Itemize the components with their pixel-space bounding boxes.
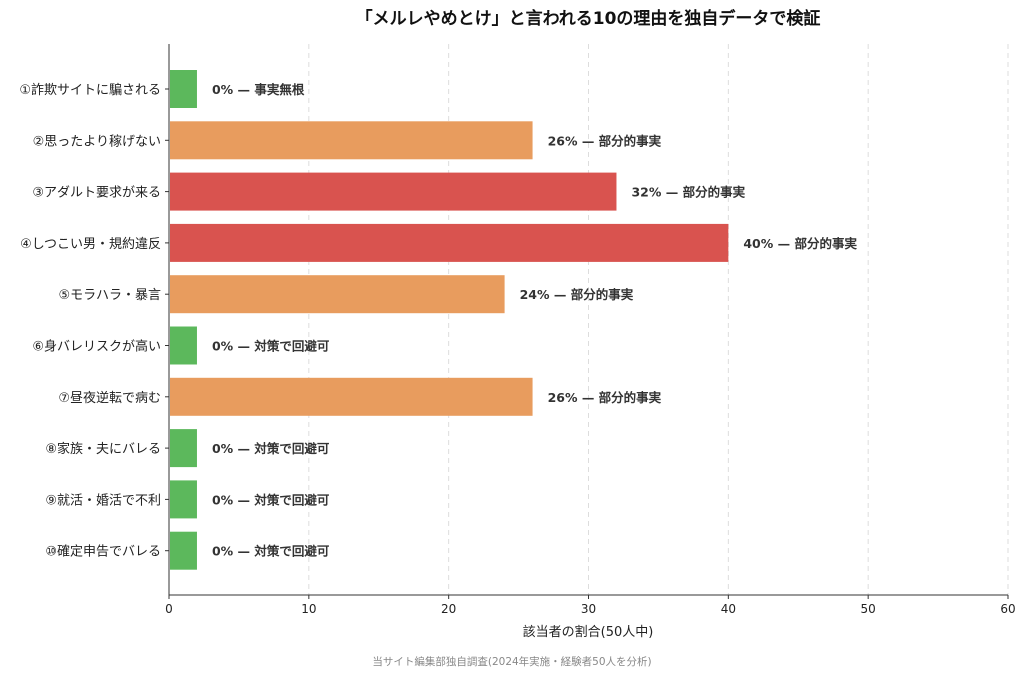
- y-axis-categories: ①詐欺サイトに騙される ②思ったより稼げない ③アダルト要求が来る ④しつこい男・規約…: [19, 82, 169, 560]
- data-label-6: 0% — 対策で回避可: [212, 339, 330, 354]
- category-label-2: ②思ったより稼げない: [33, 134, 161, 149]
- x-tick-label-6: 60: [1000, 602, 1015, 616]
- category-label-9: ⑨就活・婚活で不利: [45, 493, 161, 508]
- x-axis-ticks: 0 10 20 30 40 50 60: [165, 595, 1016, 616]
- x-tick-label-4: 40: [721, 602, 736, 616]
- category-label-8: ⑧家族・夫にバレる: [45, 441, 161, 457]
- data-labels: 0% — 事実無根 26% — 部分的事実 32% — 部分的事実 40% — 部分的…: [212, 82, 857, 559]
- category-label-3: ③アダルト要求が来る: [32, 186, 161, 201]
- x-tick-label-2: 20: [441, 602, 456, 616]
- x-tick-label-5: 50: [861, 602, 876, 616]
- bar-6: [170, 326, 197, 365]
- bars: [170, 70, 729, 570]
- data-label-1: 0% — 事実無根: [212, 82, 305, 97]
- data-label-2: 26% — 部分的事実: [548, 133, 662, 148]
- data-label-10: 0% — 対策で回避可: [212, 544, 330, 559]
- data-label-5: 24% — 部分的事実: [520, 287, 634, 302]
- bar-9: [170, 480, 197, 519]
- data-label-7: 26% — 部分的事実: [548, 390, 662, 405]
- x-tick-label-3: 30: [581, 602, 596, 616]
- category-label-4: ④しつこい男・規約違反: [20, 237, 161, 252]
- category-label-7: ⑦昼夜逆転で病む: [58, 390, 161, 406]
- category-label-5: ⑤モラハラ・暴言: [58, 288, 161, 303]
- category-label-1: ①詐欺サイトに騙される: [19, 82, 161, 98]
- category-label-6: ⑥身バレリスクが高い: [32, 339, 161, 355]
- bar-4: [170, 223, 729, 262]
- chart-title: 「メルレやめとけ」と言われる10の理由を独自データで検証: [356, 8, 821, 29]
- bar-5: [170, 275, 505, 314]
- x-tick-label-0: 0: [165, 602, 173, 616]
- data-label-4: 40% — 部分的事実: [743, 236, 857, 251]
- data-label-3: 32% — 部分的事実: [631, 185, 745, 200]
- x-axis-label: 該当者の割合(50人中): [523, 624, 654, 640]
- data-label-8: 0% — 対策で回避可: [212, 441, 330, 456]
- category-label-10: ⑩確定申告でバレる: [45, 544, 161, 560]
- bar-2: [170, 121, 533, 160]
- bar-3: [170, 172, 617, 211]
- x-tick-label-1: 10: [301, 602, 316, 616]
- footnote: 当サイト編集部独自調査(2024年実施・経験者50人を分析): [372, 655, 651, 668]
- bar-1: [170, 70, 197, 108]
- bar-7: [170, 377, 533, 416]
- data-label-9: 0% — 対策で回避可: [212, 492, 330, 507]
- bar-10: [170, 531, 197, 570]
- bar-8: [170, 429, 197, 468]
